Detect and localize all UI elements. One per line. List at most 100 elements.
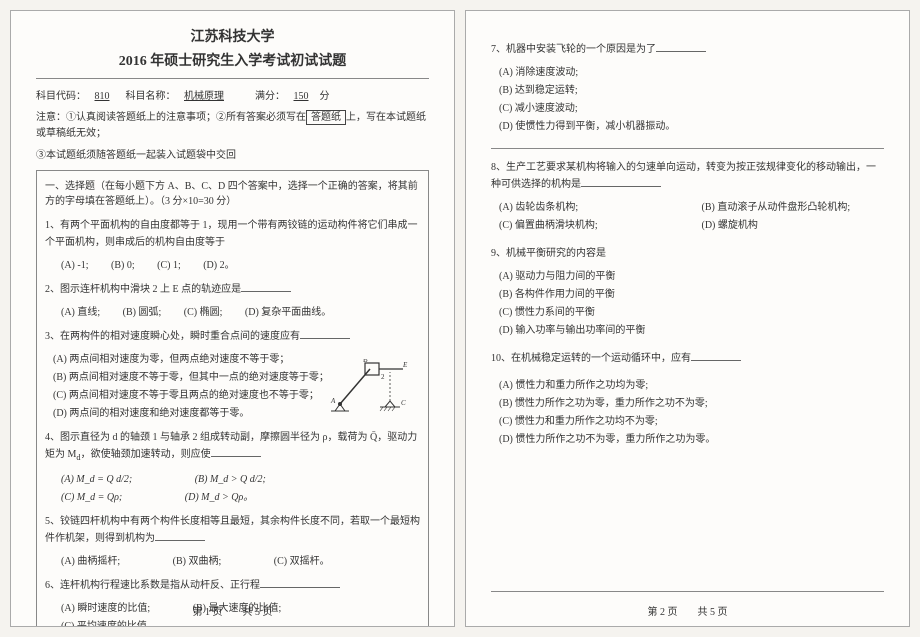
- q6-text: 6、连杆机构行程速比系数是指从动杆反、正行程: [45, 577, 420, 594]
- q2-block: 2、图示连杆机构中滑块 2 上 E 点的轨迹应是 (A) 直线; (B) 圆弧;…: [45, 281, 420, 322]
- q10-opt-b: (B) 惯性力所作之功为零，重力所作之功不为零;: [499, 395, 884, 413]
- q3-blank: [300, 338, 350, 339]
- section-1-box: 一、选择题（在每小题下方 A、B、C、D 四个答案中，选择一个正确的答案，将其前…: [36, 170, 429, 627]
- q5-opt-b: (B) 双曲柄;: [173, 553, 222, 571]
- q8-opt-c: (C) 偏置曲柄滑块机构;: [499, 217, 679, 235]
- q7-block: 7、机器中安装飞轮的一个原因是为了 (A) 消除速度波动; (B) 达到稳定运转…: [491, 41, 884, 136]
- q4-opt-c: (C) M_d = Qρ;: [61, 489, 122, 507]
- q10-text: 10、在机械稳定运转的一个运动循环中，应有: [491, 350, 884, 367]
- q9-opt-b: (B) 各构件作用力间的平衡: [499, 286, 884, 304]
- page-1-footer: 第 1 页 共 5 页: [11, 603, 454, 618]
- q7-opt-a: (A) 消除速度波动;: [499, 64, 884, 82]
- q10-blank: [691, 360, 741, 361]
- q6-opt-c: (C) 平均速度的比值。: [61, 618, 157, 627]
- q2-options: (A) 直线; (B) 圆弧; (C) 椭圆; (D) 复杂平面曲线。: [45, 304, 420, 322]
- q2-opt-b: (B) 圆弧;: [123, 304, 162, 322]
- q10-options: (A) 惯性力和重力所作之功均为零; (B) 惯性力所作之功为零，重力所作之功不…: [491, 377, 884, 449]
- q3-block: 3、在两构件的相对速度瞬心处，瞬时重合点间的速度应有 (A) 两点间相对速度为零…: [45, 328, 420, 423]
- divider: [36, 78, 429, 79]
- q2-opt-d: (D) 复杂平面曲线。: [245, 304, 331, 322]
- q6-blank: [260, 587, 340, 588]
- q4-post: ，欲使轴颈加速转动，则应使: [81, 449, 211, 460]
- q8-options: (A) 齿轮齿条机构; (B) 直动滚子从动件盘形凸轮机构; (C) 偏置曲柄滑…: [491, 199, 884, 235]
- q10-opt-c: (C) 惯性力和重力所作之功均不为零;: [499, 413, 884, 431]
- q8-text: 8、生产工艺要求某机构将输入的匀速单向运动，转变为按正弦规律变化的移动输出，一种…: [491, 159, 884, 193]
- instr-boxed: 答题纸: [306, 110, 346, 125]
- q9-options: (A) 驱动力与阻力间的平衡 (B) 各构件作用力间的平衡 (C) 惯性力系间的…: [491, 268, 884, 340]
- q2-blank: [241, 291, 291, 292]
- page-1: 江苏科技大学 2016 年硕士研究生入学考试初试试题 科目代码： 810 科目名…: [10, 10, 455, 627]
- q9-block: 9、机械平衡研究的内容是 (A) 驱动力与阻力间的平衡 (B) 各构件作用力间的…: [491, 245, 884, 340]
- q5-opt-a: (A) 曲柄摇杆;: [61, 553, 120, 571]
- q8-text-inner: 8、生产工艺要求某机构将输入的匀速单向运动，转变为按正弦规律变化的移动输出，一种…: [491, 162, 876, 190]
- q3-opt-d: (D) 两点间的相对速度和绝对速度都等于零。: [53, 405, 420, 423]
- q1-block: 1、有两个平面机构的自由度都等于 1，现用一个带有两铰链的运动构件将它们串成一个…: [45, 217, 420, 275]
- q5-block: 5、铰链四杆机构中有两个构件长度相等且最短，其余构件长度不同，若取一个最短构件作…: [45, 513, 420, 571]
- full-value: 150: [288, 91, 315, 102]
- divider-3: [491, 591, 884, 592]
- page-2: 7、机器中安装飞轮的一个原因是为了 (A) 消除速度波动; (B) 达到稳定运转…: [465, 10, 910, 627]
- q5-options: (A) 曲柄摇杆; (B) 双曲柄; (C) 双摇杆。: [45, 553, 420, 571]
- q7-blank: [656, 51, 706, 52]
- q3-options: (A) 两点间相对速度为零，但两点绝对速度不等于零； (B) 两点间相对速度不等…: [45, 351, 420, 423]
- q10-opt-d: (D) 惯性力所作之功不为零，重力所作之功为零。: [499, 431, 884, 449]
- q2-opt-c: (C) 椭圆;: [184, 304, 223, 322]
- university-name: 江苏科技大学: [36, 26, 429, 46]
- divider-2: [491, 148, 884, 149]
- q8-blank: [581, 186, 661, 187]
- q1-opt-c: (C) 1;: [157, 257, 181, 275]
- q3-opt-a: (A) 两点间相对速度为零，但两点绝对速度不等于零；: [53, 351, 420, 369]
- exam-title: 2016 年硕士研究生入学考试初试试题: [36, 50, 429, 70]
- q5-text-inner: 5、铰链四杆机构中有两个构件长度相等且最短，其余构件长度不同，若取一个最短构件作…: [45, 516, 420, 544]
- q4-block: 4、图示直径为 d 的轴颈 1 与轴承 2 组成转动副，摩擦圆半径为 ρ，载荷为…: [45, 429, 420, 507]
- q2-opt-a: (A) 直线;: [61, 304, 100, 322]
- q3-opt-c: (C) 两点间相对速度不等于零且两点的绝对速度也不等于零；: [53, 387, 420, 405]
- q1-options: (A) -1; (B) 0; (C) 1; (D) 2。: [45, 257, 420, 275]
- page-2-footer: 第 2 页 共 5 页: [466, 603, 909, 618]
- q10-opt-a: (A) 惯性力和重力所作之功均为零;: [499, 377, 884, 395]
- code-value: 810: [89, 91, 116, 102]
- name-value: 机械原理: [178, 91, 230, 102]
- exam-header: 江苏科技大学 2016 年硕士研究生入学考试初试试题: [36, 26, 429, 70]
- q4-opt-b: (B) M_d > Q d/2;: [195, 471, 266, 489]
- q4-options: (A) M_d = Q d/2; (B) M_d > Q d/2; (C) M_…: [45, 471, 420, 507]
- q3-text: 3、在两构件的相对速度瞬心处，瞬时重合点间的速度应有: [45, 328, 420, 345]
- q2-text-inner: 2、图示连杆机构中滑块 2 上 E 点的轨迹应是: [45, 284, 241, 295]
- full-label: 满分：: [255, 91, 285, 102]
- q7-opt-b: (B) 达到稳定运转;: [499, 82, 884, 100]
- q3-text-inner: 3、在两构件的相对速度瞬心处，瞬时重合点间的速度应有: [45, 331, 300, 342]
- q8-opt-b: (B) 直动滚子从动件盘形凸轮机构;: [702, 199, 851, 217]
- q7-opt-d: (D) 使惯性力得到平衡，减小机器振动。: [499, 118, 884, 136]
- q4-text: 4、图示直径为 d 的轴颈 1 与轴承 2 组成转动副，摩擦圆半径为 ρ，载荷为…: [45, 429, 420, 465]
- q10-block: 10、在机械稳定运转的一个运动循环中，应有 (A) 惯性力和重力所作之功均为零;…: [491, 350, 884, 449]
- meta-row: 科目代码： 810 科目名称： 机械原理 满分： 150 分: [36, 87, 429, 102]
- q2-text: 2、图示连杆机构中滑块 2 上 E 点的轨迹应是: [45, 281, 420, 298]
- q8-block: 8、生产工艺要求某机构将输入的匀速单向运动，转变为按正弦规律变化的移动输出，一种…: [491, 159, 884, 235]
- full-unit: 分: [320, 91, 330, 102]
- q9-text: 9、机械平衡研究的内容是: [491, 245, 884, 262]
- q10-text-inner: 10、在机械稳定运转的一个运动循环中，应有: [491, 353, 691, 364]
- instr-pre: 注意：①认真阅读答题纸上的注意事项；②所有答案必须写在: [36, 112, 306, 123]
- q9-opt-a: (A) 驱动力与阻力间的平衡: [499, 268, 884, 286]
- q7-options: (A) 消除速度波动; (B) 达到稳定运转; (C) 减小速度波动; (D) …: [491, 64, 884, 136]
- instructions-1: 注意：①认真阅读答题纸上的注意事项；②所有答案必须写在答题纸上，写在本试题纸或草…: [36, 110, 429, 142]
- q8-opt-d: (D) 螺旋机构: [702, 217, 758, 235]
- q1-opt-b: (B) 0;: [111, 257, 135, 275]
- q4-opt-d: (D) M_d > Qρ。: [185, 489, 253, 507]
- q5-blank: [155, 540, 205, 541]
- q9-opt-d: (D) 输入功率与输出功率间的平衡: [499, 322, 884, 340]
- q7-text: 7、机器中安装飞轮的一个原因是为了: [491, 41, 884, 58]
- q4-blank: [211, 456, 261, 457]
- name-label: 科目名称：: [126, 91, 176, 102]
- instructions-2: ③本试题纸须随答题纸一起装入试题袋中交回: [36, 148, 429, 164]
- page-2-content: 7、机器中安装飞轮的一个原因是为了 (A) 消除速度波动; (B) 达到稳定运转…: [491, 26, 884, 449]
- q1-opt-a: (A) -1;: [61, 257, 89, 275]
- q9-opt-c: (C) 惯性力系间的平衡: [499, 304, 884, 322]
- q6-text-inner: 6、连杆机构行程速比系数是指从动杆反、正行程: [45, 580, 260, 591]
- q4-opt-a: (A) M_d = Q d/2;: [61, 471, 132, 489]
- q7-text-inner: 7、机器中安装飞轮的一个原因是为了: [491, 44, 656, 55]
- q1-opt-d: (D) 2。: [203, 257, 234, 275]
- q8-opt-a: (A) 齿轮齿条机构;: [499, 199, 679, 217]
- section-1-heading: 一、选择题（在每小题下方 A、B、C、D 四个答案中，选择一个正确的答案，将其前…: [45, 179, 420, 209]
- code-label: 科目代码：: [36, 91, 86, 102]
